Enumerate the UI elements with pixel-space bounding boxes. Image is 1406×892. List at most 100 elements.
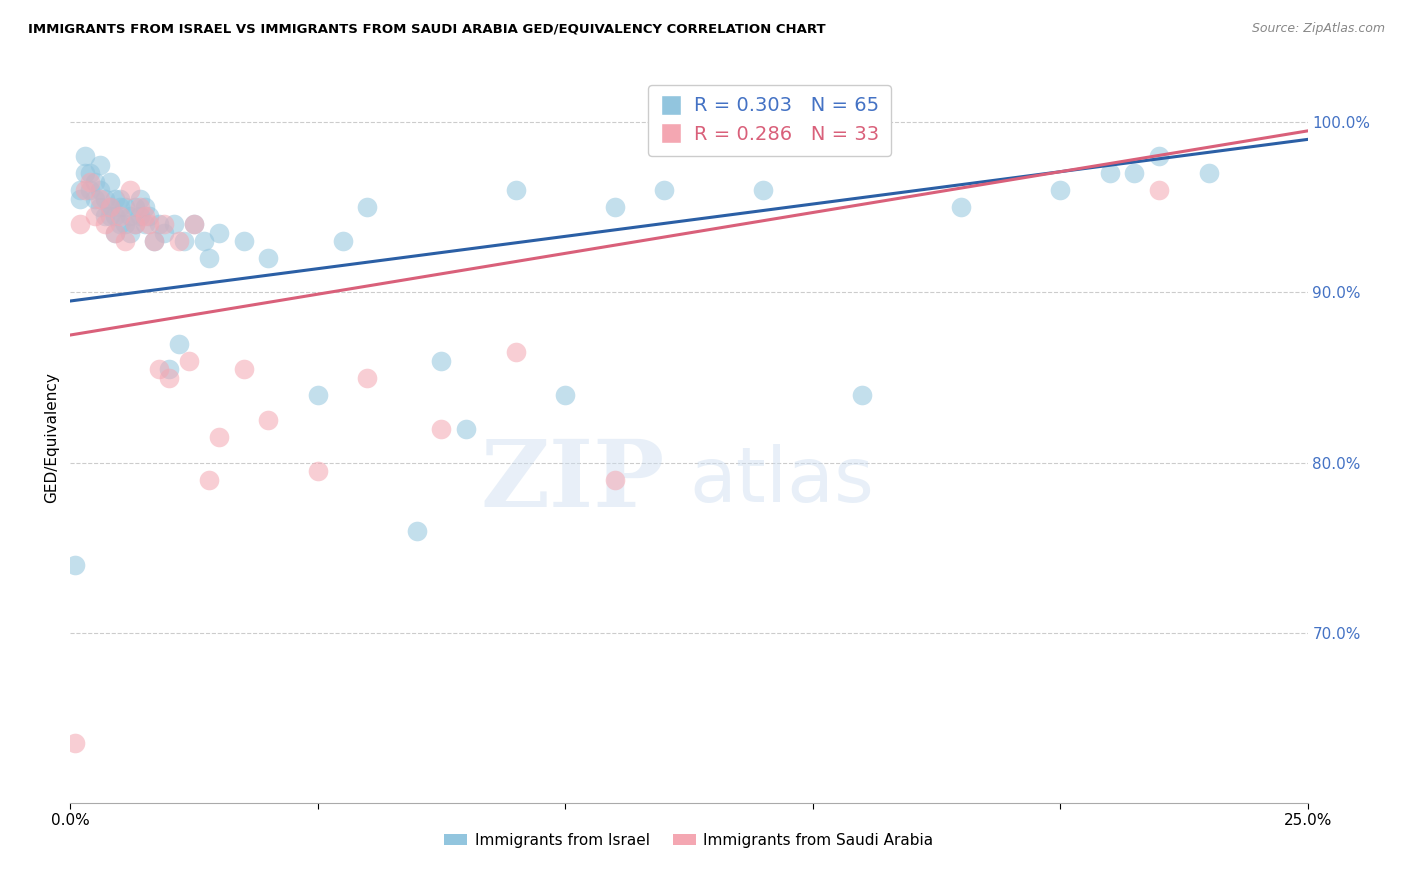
Point [79, 183, 101, 197]
Point [153, 226, 176, 240]
Point [104, 192, 127, 206]
Point [1147, 149, 1170, 163]
Point [84, 175, 107, 189]
Point [1049, 183, 1071, 197]
Point [1123, 166, 1146, 180]
Point [198, 252, 221, 266]
Y-axis label: GED/Equivalency: GED/Equivalency [44, 372, 59, 502]
Point [208, 430, 231, 444]
Point [603, 201, 626, 215]
Point [183, 218, 205, 232]
Point [84, 209, 107, 223]
Point [128, 201, 150, 215]
Point [1098, 166, 1121, 180]
Text: Source: ZipAtlas.com: Source: ZipAtlas.com [1251, 22, 1385, 36]
Point [118, 209, 141, 223]
Point [505, 183, 527, 197]
Point [157, 370, 180, 384]
Point [183, 218, 205, 232]
Point [950, 201, 973, 215]
Point [652, 183, 675, 197]
Point [108, 209, 131, 223]
Legend: Immigrants from Israel, Immigrants from Saudi Arabia: Immigrants from Israel, Immigrants from … [439, 827, 939, 854]
Point [134, 218, 156, 232]
Point [232, 235, 254, 249]
Point [752, 183, 775, 197]
Point [124, 218, 146, 232]
Point [84, 192, 107, 206]
Point [603, 473, 626, 487]
Point [208, 226, 231, 240]
Point [94, 218, 117, 232]
Point [138, 209, 160, 223]
Point [89, 201, 111, 215]
Point [75, 183, 97, 197]
Point [114, 218, 136, 232]
Point [430, 353, 453, 368]
Point [94, 192, 117, 206]
Point [108, 218, 131, 232]
Point [307, 387, 329, 401]
Point [98, 201, 121, 215]
Point [104, 226, 127, 240]
Point [75, 149, 97, 163]
Point [114, 201, 136, 215]
Point [128, 209, 150, 223]
Point [94, 209, 117, 223]
Point [124, 201, 146, 215]
Point [108, 192, 131, 206]
Point [89, 183, 111, 197]
Point [134, 209, 156, 223]
Point [851, 387, 873, 401]
Point [167, 336, 190, 351]
Point [148, 362, 170, 376]
Point [89, 158, 111, 172]
Point [430, 421, 453, 435]
Point [167, 235, 190, 249]
Point [332, 235, 354, 249]
Point [1198, 166, 1220, 180]
Point [65, 736, 87, 750]
Point [75, 166, 97, 180]
Point [65, 558, 87, 572]
Point [104, 226, 127, 240]
Point [505, 345, 527, 359]
Point [89, 192, 111, 206]
Point [456, 421, 478, 435]
Point [143, 235, 166, 249]
Text: atlas: atlas [689, 444, 873, 518]
Point [554, 387, 576, 401]
Point [79, 175, 101, 189]
Point [138, 218, 160, 232]
Point [79, 166, 101, 180]
Point [69, 192, 91, 206]
Point [98, 175, 121, 189]
Point [69, 183, 91, 197]
Text: IMMIGRANTS FROM ISRAEL VS IMMIGRANTS FROM SAUDI ARABIA GED/EQUIVALENCY CORRELATI: IMMIGRANTS FROM ISRAEL VS IMMIGRANTS FRO… [28, 22, 825, 36]
Point [98, 209, 121, 223]
Text: ZIP: ZIP [479, 436, 664, 526]
Point [405, 524, 427, 538]
Point [356, 370, 378, 384]
Point [104, 209, 127, 223]
Point [356, 201, 378, 215]
Point [69, 218, 91, 232]
Point [118, 183, 141, 197]
Point [118, 226, 141, 240]
Point [163, 218, 186, 232]
Point [114, 235, 136, 249]
Point [128, 192, 150, 206]
Point [177, 353, 200, 368]
Point [108, 201, 131, 215]
Point [1147, 183, 1170, 197]
Point [153, 218, 176, 232]
Point [148, 218, 170, 232]
Point [98, 201, 121, 215]
Point [198, 473, 221, 487]
Point [143, 235, 166, 249]
Point [157, 362, 180, 376]
Point [193, 235, 215, 249]
Point [134, 201, 156, 215]
Point [124, 218, 146, 232]
Point [173, 235, 195, 249]
